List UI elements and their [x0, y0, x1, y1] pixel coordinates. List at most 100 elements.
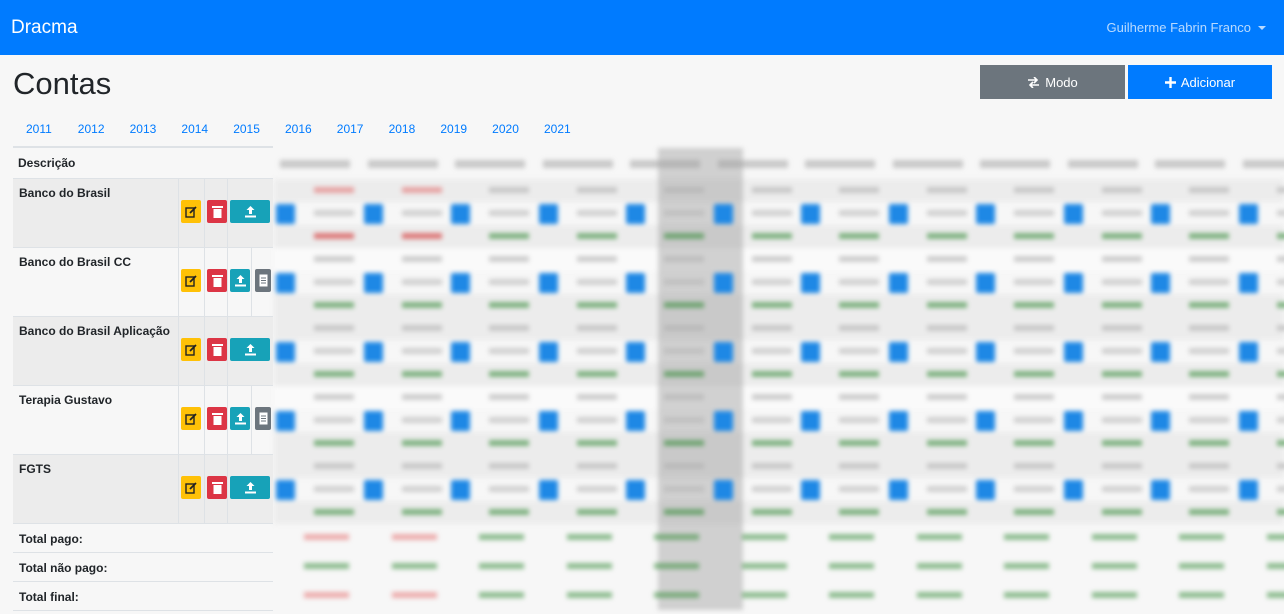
- year-tab-2015[interactable]: 2015: [233, 122, 260, 136]
- month-cell-button-blurred[interactable]: [888, 273, 908, 293]
- month-cell-button-blurred[interactable]: [976, 411, 995, 431]
- month-cell-button-blurred[interactable]: [451, 342, 470, 362]
- month-cell-button-blurred[interactable]: [363, 480, 383, 500]
- month-cell-button-blurred[interactable]: [1063, 411, 1083, 431]
- month-cell-button-blurred[interactable]: [1238, 342, 1258, 362]
- upload-button[interactable]: [230, 476, 270, 499]
- month-cell-button-blurred[interactable]: [538, 273, 558, 293]
- month-cell-button-blurred[interactable]: [1151, 342, 1170, 362]
- month-cell-button-blurred[interactable]: [363, 273, 383, 293]
- modo-button[interactable]: Modo: [980, 65, 1125, 99]
- brand[interactable]: Dracma: [11, 17, 78, 38]
- month-cell-button-blurred[interactable]: [1151, 411, 1170, 431]
- month-cell-button-blurred[interactable]: [976, 204, 995, 224]
- month-cell-button-blurred[interactable]: [276, 204, 295, 224]
- edit-account-button[interactable]: [181, 407, 201, 430]
- year-tab-2012[interactable]: 2012: [77, 122, 105, 136]
- blurred-value: [401, 256, 442, 262]
- month-cell-button-blurred[interactable]: [626, 411, 645, 431]
- delete-account-button[interactable]: [207, 269, 227, 292]
- month-cell-button-blurred[interactable]: [888, 204, 908, 224]
- month-cell-button-blurred[interactable]: [1063, 273, 1083, 293]
- user-menu[interactable]: Guilherme Fabrin Franco: [1107, 20, 1266, 35]
- delete-account-button[interactable]: [207, 338, 227, 361]
- edit-account-button[interactable]: [181, 338, 201, 361]
- month-cell-button-blurred[interactable]: [976, 480, 995, 500]
- month-cell-button-blurred[interactable]: [538, 411, 558, 431]
- month-cell-button-blurred[interactable]: [276, 411, 295, 431]
- month-cell-button-blurred[interactable]: [801, 480, 820, 500]
- month-cell-button-blurred[interactable]: [276, 480, 295, 500]
- month-cell-button-blurred[interactable]: [1063, 342, 1083, 362]
- blurred-value: [1101, 302, 1142, 308]
- month-cell-button-blurred[interactable]: [713, 342, 733, 362]
- month-cell-button-blurred[interactable]: [276, 342, 295, 362]
- upload-button[interactable]: [230, 200, 270, 223]
- month-cell-button-blurred[interactable]: [888, 411, 908, 431]
- upload-button[interactable]: [230, 338, 270, 361]
- edit-account-button[interactable]: [181, 200, 201, 223]
- document-button[interactable]: [255, 407, 271, 430]
- month-cell-button-blurred[interactable]: [888, 342, 908, 362]
- month-cell-button-blurred[interactable]: [801, 411, 820, 431]
- month-cell-button-blurred[interactable]: [1238, 204, 1258, 224]
- month-cell-button-blurred[interactable]: [363, 411, 383, 431]
- month-cell-button-blurred[interactable]: [976, 342, 995, 362]
- month-cell-button-blurred[interactable]: [451, 480, 470, 500]
- month-cell-button-blurred[interactable]: [801, 204, 820, 224]
- month-cell-button-blurred[interactable]: [1238, 411, 1258, 431]
- month-cell-button-blurred[interactable]: [976, 273, 995, 293]
- document-button[interactable]: [255, 269, 271, 292]
- delete-account-button[interactable]: [207, 200, 227, 223]
- month-cell-button-blurred[interactable]: [626, 273, 645, 293]
- edit-account-button[interactable]: [181, 269, 201, 292]
- adicionar-button[interactable]: Adicionar: [1128, 65, 1272, 99]
- year-tab-2017[interactable]: 2017: [336, 122, 364, 136]
- blurred-value: [1189, 233, 1229, 239]
- blurred-total: [829, 592, 874, 598]
- month-cell-button-blurred[interactable]: [1238, 273, 1258, 293]
- month-cell-button-blurred[interactable]: [1151, 204, 1170, 224]
- month-cell-button-blurred[interactable]: [538, 204, 558, 224]
- month-cell-button-blurred[interactable]: [451, 204, 470, 224]
- month-cell-button-blurred[interactable]: [713, 273, 733, 293]
- month-cell-button-blurred[interactable]: [1151, 480, 1170, 500]
- month-cell-button-blurred[interactable]: [363, 204, 383, 224]
- month-cell-button-blurred[interactable]: [538, 480, 558, 500]
- month-cell-button-blurred[interactable]: [713, 204, 733, 224]
- blurred-value: [839, 279, 879, 285]
- month-cell-button-blurred[interactable]: [713, 411, 733, 431]
- year-tab-2014[interactable]: 2014: [181, 122, 209, 136]
- year-tab-2013[interactable]: 2013: [129, 122, 157, 136]
- month-cell-button-blurred[interactable]: [888, 480, 908, 500]
- year-tab-2021[interactable]: 2021: [543, 122, 571, 136]
- year-tab-2020[interactable]: 2020: [492, 122, 519, 136]
- delete-account-button[interactable]: [207, 476, 227, 499]
- month-cell-button-blurred[interactable]: [1151, 273, 1170, 293]
- month-cell-button-blurred[interactable]: [626, 342, 645, 362]
- upload-button[interactable]: [230, 407, 250, 430]
- month-cell-button-blurred[interactable]: [276, 273, 295, 293]
- month-cell-button-blurred[interactable]: [451, 411, 470, 431]
- month-cell-button-blurred[interactable]: [626, 480, 645, 500]
- month-cell-button-blurred[interactable]: [1238, 480, 1258, 500]
- blurred-value: [576, 233, 617, 239]
- delete-account-button[interactable]: [207, 407, 227, 430]
- year-tab-2016[interactable]: 2016: [284, 122, 312, 136]
- year-tab-2011[interactable]: 2011: [26, 122, 52, 136]
- blurred-value: [1101, 463, 1142, 469]
- upload-button[interactable]: [230, 269, 250, 292]
- month-cell-button-blurred[interactable]: [801, 273, 820, 293]
- month-cell-button-blurred[interactable]: [801, 342, 820, 362]
- blurred-value: [314, 233, 354, 239]
- year-tab-2018[interactable]: 2018: [388, 122, 416, 136]
- month-cell-button-blurred[interactable]: [363, 342, 383, 362]
- year-tab-2019[interactable]: 2019: [440, 122, 468, 136]
- month-cell-button-blurred[interactable]: [538, 342, 558, 362]
- month-cell-button-blurred[interactable]: [451, 273, 470, 293]
- month-cell-button-blurred[interactable]: [626, 204, 645, 224]
- month-cell-button-blurred[interactable]: [1063, 480, 1083, 500]
- edit-account-button[interactable]: [181, 476, 201, 499]
- month-cell-button-blurred[interactable]: [713, 480, 733, 500]
- month-cell-button-blurred[interactable]: [1063, 204, 1083, 224]
